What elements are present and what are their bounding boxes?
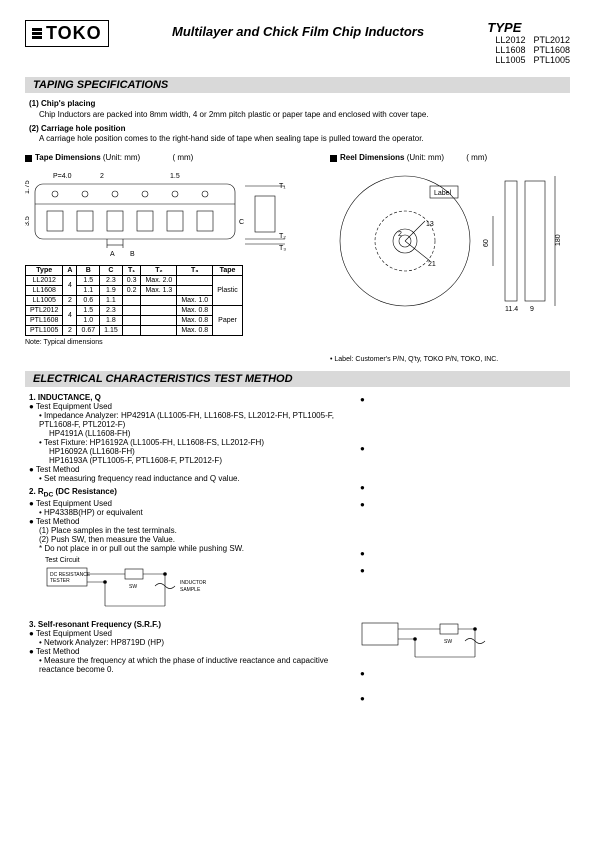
chips-placing-title: (1) Chip's placing: [29, 99, 570, 110]
note-left: Note: Typical dimensions: [25, 339, 310, 346]
tape-dim-title: Tape Dimensions (Unit: mm) ( mm): [25, 153, 310, 162]
table-row: LL16081.11.90.2Max. 1.3: [26, 286, 243, 296]
logo-text: TOKO: [46, 23, 102, 44]
page-title: Multilayer and Chick Film Chip Inductors: [109, 24, 488, 39]
type-col-1: LL2012 LL1608 LL1005: [495, 35, 525, 65]
table-row: PTL100520.671.15Max. 0.8: [26, 326, 243, 336]
right-bullets: ● ● ● ● ● ● SW: [360, 393, 570, 703]
svg-text:21: 21: [428, 261, 436, 268]
inductance-title: 1. INDUCTANCE, Q: [29, 393, 340, 402]
svg-text:T₂: T₂: [279, 233, 286, 240]
header: TOKO Multilayer and Chick Film Chip Indu…: [25, 20, 570, 65]
table-row: LL100520.61.1Max. 1.0: [26, 296, 243, 306]
tape-diagram: P=4.0 2 1.5 T₁ T₂ T₃ A B C 1.75 3.5: [25, 166, 310, 261]
dc-resistance-title: 2. RDC (DC Resistance): [29, 487, 340, 499]
carriage-body: A carriage hole position comes to the ri…: [39, 134, 570, 145]
svg-text:Label: Label: [434, 190, 452, 197]
chips-placing-body: Chip Inductors are packed into 8mm width…: [39, 110, 570, 121]
carriage-title: (2) Carriage hole position: [29, 124, 570, 135]
svg-text:13: 13: [426, 221, 434, 228]
logo: TOKO: [25, 20, 109, 47]
test-circuit-diagram: DC RESISTANCE TESTER SW INDUCTOR SAMPLE: [45, 566, 340, 616]
table-row: PTL201241.52.3Max. 0.8Paper: [26, 306, 243, 316]
reel-dim-title: Reel Dimensions (Unit: mm) ( mm): [330, 153, 570, 162]
table-row: LL201241.52.30.3Max. 2.0Plastic: [26, 276, 243, 286]
type-col-2: PTL2012 PTL1608 PTL1005: [533, 35, 570, 65]
note-right: • Label: Customer's P/N, Q'ty, TOKO P/N,…: [330, 356, 570, 363]
test-eq-label: ● Test Equipment Used: [29, 402, 340, 411]
type-block: TYPE LL2012 LL1608 LL1005 PTL2012 PTL160…: [487, 20, 570, 65]
svg-text:INDUCTOR: INDUCTOR: [180, 580, 207, 586]
svg-text:T₃: T₃: [279, 245, 286, 252]
svg-text:SW: SW: [444, 639, 452, 645]
circuit-diagram-2: SW: [360, 615, 520, 665]
dimensions-row: Tape Dimensions (Unit: mm) ( mm): [25, 153, 570, 363]
section-taping-title: TAPING SPECIFICATIONS: [25, 77, 570, 93]
svg-text:A: A: [110, 251, 115, 258]
reel-diagram: Label 2 13 21 60 180 9 11.4: [330, 166, 570, 316]
svg-text:T₁: T₁: [279, 183, 286, 190]
square-icon: [25, 155, 32, 162]
svg-text:11.4: 11.4: [505, 306, 518, 313]
svg-text:B: B: [130, 251, 135, 258]
electrical-body: 1. INDUCTANCE, Q ● Test Equipment Used •…: [25, 393, 570, 703]
svg-text:2: 2: [100, 173, 104, 180]
svg-text:1.5: 1.5: [170, 173, 180, 180]
square-icon: [330, 155, 337, 162]
svg-text:SW: SW: [129, 584, 137, 590]
svg-text:60: 60: [483, 239, 490, 247]
test-fixture: • Test Fixture: HP16192A (LL1005-FH, LL1…: [39, 438, 340, 447]
test-circuit-label: Test Circuit: [45, 557, 340, 564]
svg-text:1.75: 1.75: [25, 180, 31, 194]
table-row: PTL16081.01.8Max. 0.8: [26, 316, 243, 326]
impedance-analyzer: • Impedance Analyzer: HP4291A (LL1005-FH…: [39, 411, 340, 429]
taping-body: (1) Chip's placing Chip Inductors are pa…: [29, 99, 570, 145]
spec-table: Type A B C T₁ T₂ T₃ Tape LL201241.52.30.…: [25, 265, 243, 336]
srf-title: 3. Self-resonant Frequency (S.R.F.): [29, 620, 340, 629]
svg-text:2: 2: [398, 231, 402, 238]
section-electrical-title: ELECTRICAL CHARACTERISTICS TEST METHOD: [25, 371, 570, 387]
tape-p-label: P=4.0: [53, 173, 72, 180]
svg-text:9: 9: [530, 306, 534, 313]
type-label: TYPE: [487, 20, 570, 35]
svg-text:180: 180: [555, 234, 562, 246]
table-header-row: Type A B C T₁ T₂ T₃ Tape: [26, 266, 243, 276]
svg-text:SAMPLE: SAMPLE: [180, 587, 201, 593]
svg-text:C: C: [239, 219, 244, 226]
svg-text:3.5: 3.5: [25, 216, 31, 226]
svg-text:TESTER: TESTER: [50, 578, 70, 584]
logo-icon: [32, 28, 42, 39]
